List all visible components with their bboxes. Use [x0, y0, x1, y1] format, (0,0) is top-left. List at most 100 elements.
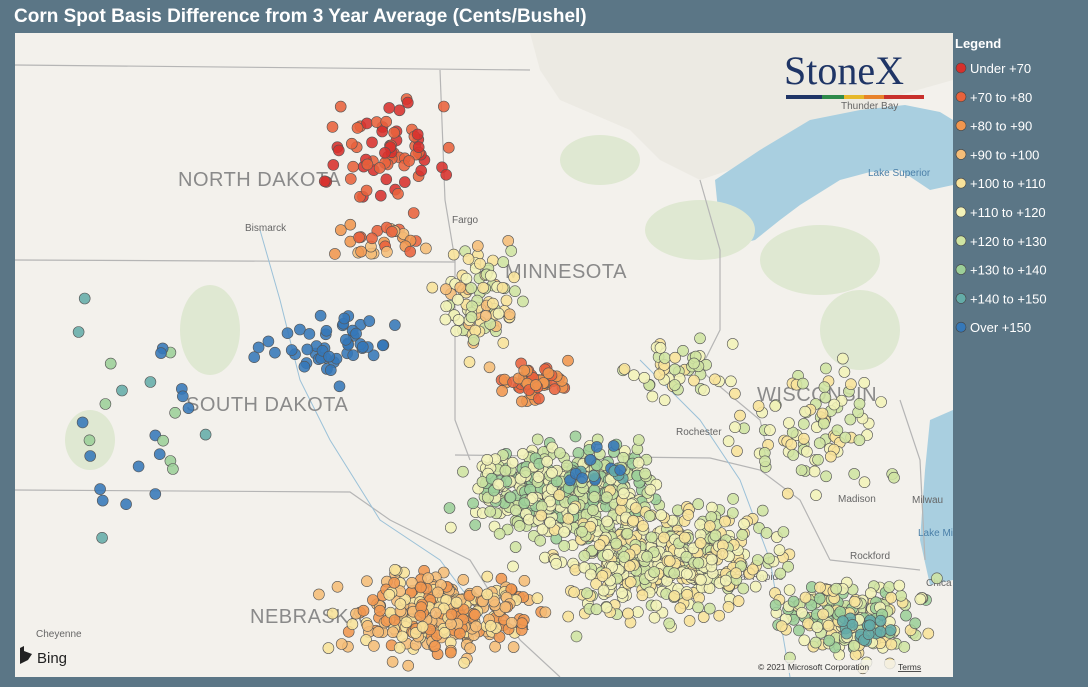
station-dot: [922, 627, 935, 640]
station-dot: [622, 607, 634, 620]
station-dot: [623, 560, 636, 573]
station-dot: [387, 626, 399, 639]
station-dot: [518, 497, 531, 510]
station-dot: [157, 434, 169, 447]
station-dot: [775, 620, 788, 633]
station-dot: [853, 397, 866, 410]
station-dot: [454, 281, 467, 294]
station-dot: [813, 437, 826, 450]
station-dot: [415, 164, 428, 177]
station-dot: [812, 453, 824, 466]
station-dot: [600, 491, 613, 504]
place-label: Rockford: [850, 551, 890, 562]
station-dot: [636, 589, 649, 602]
station-dot: [438, 626, 451, 639]
station-dot: [326, 607, 339, 620]
legend-swatch: [955, 62, 967, 74]
station-dot: [632, 456, 645, 469]
station-dot: [517, 295, 529, 308]
station-dot: [360, 634, 372, 646]
station-dot: [858, 376, 871, 389]
station-dot: [898, 641, 911, 653]
station-dot: [457, 465, 469, 478]
station-dot: [638, 371, 651, 384]
terms-link[interactable]: Terms: [898, 662, 921, 672]
station-dot: [738, 518, 750, 530]
station-dot: [503, 308, 516, 321]
legend-swatch: [955, 177, 967, 189]
station-dot: [769, 400, 782, 412]
station-dot: [99, 398, 112, 410]
station-dot: [481, 453, 494, 466]
station-dot: [532, 471, 545, 483]
station-dot: [453, 627, 466, 640]
station-dot: [509, 285, 521, 298]
station-dot: [805, 599, 818, 612]
station-dot: [432, 586, 444, 599]
legend: Under +70 +70 to +80 +80 to +90 +90 to +100…: [955, 61, 1047, 335]
station-dot: [303, 328, 316, 340]
station-dot: [285, 344, 298, 356]
station-dot: [839, 431, 852, 444]
station-dot: [836, 352, 849, 365]
station-dot: [736, 529, 749, 541]
place-label: Cheyenne: [36, 629, 82, 640]
station-dot: [452, 293, 464, 306]
station-dot: [646, 390, 659, 403]
station-dot: [597, 584, 610, 597]
station-dot: [781, 487, 794, 500]
legend-swatch: [955, 293, 967, 304]
attribution-bg: [755, 660, 933, 673]
station-dot: [120, 498, 132, 511]
station-dot: [659, 352, 671, 364]
station-dot: [787, 595, 800, 608]
station-dot: [836, 615, 849, 628]
station-dot: [848, 468, 861, 480]
station-dot: [380, 115, 393, 128]
station-dot: [84, 450, 96, 462]
station-dot: [785, 438, 798, 451]
station-dot: [376, 339, 389, 352]
station-dot: [698, 384, 710, 397]
station-dot: [516, 617, 528, 630]
station-dot: [801, 445, 813, 458]
station-dot: [645, 531, 658, 544]
station-dot: [481, 588, 494, 601]
station-dot: [493, 527, 506, 540]
station-dot: [727, 493, 739, 505]
station-dot: [853, 434, 866, 447]
station-dot: [618, 363, 631, 375]
legend-label: Under +70: [970, 61, 1031, 76]
station-dot: [799, 591, 812, 604]
station-dot: [72, 326, 85, 338]
station-dot: [798, 634, 811, 647]
station-dot: [783, 584, 796, 596]
station-dot: [479, 310, 492, 322]
station-dot: [466, 300, 478, 313]
legend-label: +120 to +130: [970, 234, 1047, 249]
station-dot: [389, 563, 401, 576]
station-dot: [808, 465, 821, 478]
station-dot: [504, 491, 517, 504]
station-dot: [732, 595, 745, 607]
station-dot: [394, 598, 407, 610]
station-dot: [874, 614, 887, 627]
station-dot: [668, 590, 681, 602]
station-dot: [601, 515, 613, 528]
station-dot: [679, 531, 691, 544]
station-dot: [313, 588, 325, 601]
station-dot: [506, 456, 519, 469]
place-label: Rochester: [676, 427, 722, 438]
station-dot: [333, 380, 346, 393]
station-dot: [346, 618, 359, 631]
station-dot: [900, 609, 912, 622]
station-dot: [655, 509, 667, 521]
station-dot: [795, 464, 808, 477]
logo: StoneX: [784, 48, 904, 93]
station-dot: [632, 434, 645, 446]
station-dot: [502, 235, 515, 247]
station-dot: [668, 567, 681, 580]
station-dot: [535, 509, 548, 522]
station-dot: [797, 377, 809, 390]
station-dot: [153, 448, 166, 461]
